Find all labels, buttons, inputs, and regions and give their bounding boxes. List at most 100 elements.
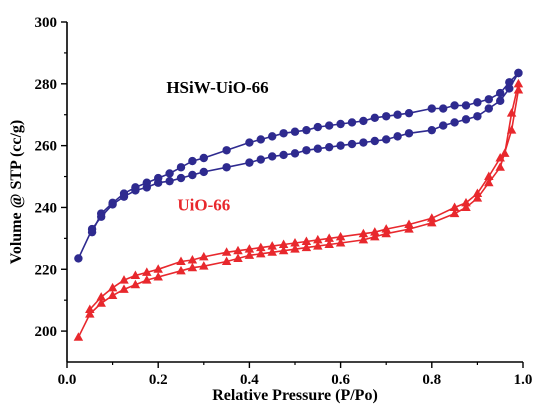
uio-66-desorption-point <box>381 224 391 233</box>
uio-66-desorption-point <box>506 108 517 117</box>
uio-66-adsorption-point <box>427 217 437 227</box>
uio-66-desorption-point <box>370 227 380 236</box>
hsiw-uio-66-adsorption-point <box>359 138 368 147</box>
uio-66-desorption-point <box>267 241 277 250</box>
hsiw-uio-66-desorption-point <box>514 68 523 78</box>
series-annotation: UiO-66 <box>177 196 230 215</box>
uio-66-adsorption-point <box>335 238 346 247</box>
hsiw-uio-66-desorption-point <box>473 98 482 107</box>
uio-66-desorption-point <box>324 233 334 242</box>
y-tick-label: 220 <box>35 262 58 278</box>
uio-66-adsorption-point <box>142 275 152 284</box>
uio-66-desorption-point <box>142 267 152 276</box>
hsiw-uio-66-adsorption-point <box>439 121 448 130</box>
uio-66-desorption-point <box>233 245 243 255</box>
uio-66-adsorption-point <box>130 279 141 289</box>
x-tick-label: 0.0 <box>58 372 77 388</box>
hsiw-uio-66-desorption-point <box>97 209 106 218</box>
uio-66-adsorption-point <box>404 224 414 233</box>
hsiw-uio-66-desorption-point <box>302 125 311 135</box>
uio-66-desorption-point <box>187 255 198 264</box>
hsiw-uio-66-adsorption-point <box>199 167 208 177</box>
hsiw-uio-66-adsorption-point <box>505 84 514 93</box>
x-tick-label: 0.2 <box>149 372 168 388</box>
y-tick-label: 280 <box>35 77 58 93</box>
hsiw-uio-66-desorption-point <box>119 189 129 198</box>
uio-66-adsorption-point <box>187 262 198 272</box>
x-axis-ticks: 0.0 0.2 0.4 0.6 0.8 1.0 <box>58 362 532 388</box>
y-tick-label: 240 <box>35 200 58 216</box>
hsiw-uio-66-adsorption-point <box>347 139 357 149</box>
uio-66-desorption-line <box>89 83 520 311</box>
hsiw-uio-66-adsorption-point <box>279 150 288 160</box>
uio-66-adsorption-point <box>472 193 483 202</box>
hsiw-uio-66-desorption-point <box>505 78 514 87</box>
uio-66-desorption-point <box>427 213 437 222</box>
y-tick-label: 300 <box>35 15 58 31</box>
hsiw-uio-66-adsorption-point <box>245 158 254 167</box>
uio-66-adsorption-point <box>324 239 334 249</box>
hsiw-uio-66-desorption-point <box>325 121 334 130</box>
hsiw-uio-66-adsorption-line <box>77 72 520 259</box>
hsiw-uio-66-desorption-point <box>370 113 379 123</box>
x-axis-title: Relative Pressure (P/Po) <box>212 387 378 404</box>
uio-66-adsorption-point <box>267 247 277 256</box>
uio-66-desorption-point <box>449 202 460 211</box>
hsiw-uio-66-adsorption-point <box>370 136 379 146</box>
uio-66-adsorption-point <box>381 228 391 238</box>
hsiw-uio-66-adsorption-point <box>222 163 231 172</box>
hsiw-uio-66-adsorption-point <box>496 96 505 106</box>
uio-66-adsorption-point <box>461 202 471 211</box>
uio-66-desorption-point <box>472 188 483 198</box>
x-tick-label: 0.8 <box>422 372 441 388</box>
hsiw-uio-66-desorption-point <box>199 153 208 163</box>
uio-66-adsorption-point <box>107 290 118 300</box>
uio-66-adsorption-point <box>153 272 163 281</box>
hsiw-uio-66-adsorption-point <box>313 144 322 153</box>
hsiw-uio-66-adsorption-point <box>176 173 186 183</box>
hsiw-uio-66-adsorption-point <box>188 170 197 180</box>
hsiw-uio-66-desorption-point <box>268 132 277 141</box>
uio-66-desorption-point <box>484 171 494 181</box>
uio-66-desorption-point <box>335 231 346 241</box>
hsiw-uio-66-desorption-point <box>427 104 436 113</box>
hsiw-uio-66-desorption-point <box>176 163 186 172</box>
hsiw-uio-66-desorption-point <box>461 101 471 110</box>
uio-66-adsorption-point <box>370 231 380 241</box>
hsiw-uio-66-desorption-point <box>393 110 402 119</box>
uio-66-adsorption-point <box>85 309 95 318</box>
hsiw-uio-66-desorption-point <box>404 108 414 118</box>
uio-66-adsorption-point <box>244 250 255 259</box>
uio-66-desorption-point <box>461 197 471 207</box>
uio-66-adsorption-line <box>77 89 520 338</box>
uio-66-adsorption-point <box>256 248 266 258</box>
series-annotation: HSiW-UiO-66 <box>166 78 268 97</box>
uio-66-desorption-point <box>256 242 266 252</box>
hsiw-uio-66-adsorption-point <box>484 104 493 113</box>
x-tick-label: 0.4 <box>240 372 259 388</box>
hsiw-uio-66-desorption-point <box>347 118 357 127</box>
uio-66-desorption-point <box>301 236 312 245</box>
y-axis-title: Volume @ STP (cc/g) <box>8 120 25 265</box>
hsiw-uio-66-adsorption-point <box>427 125 436 135</box>
hsiw-uio-66-desorption-point <box>142 178 151 187</box>
uio-66-adsorption-point <box>221 256 232 266</box>
uio-66-adsorption-point <box>176 265 186 275</box>
x-tick-label: 0.6 <box>331 372 350 388</box>
hsiw-uio-66-desorption-point <box>496 88 505 98</box>
uio-66-desorption-point <box>244 244 255 253</box>
hsiw-uio-66-desorption-point <box>188 156 197 166</box>
uio-66-adsorption-point <box>449 208 460 218</box>
uio-66-adsorption-point <box>301 242 312 252</box>
hsiw-uio-66-desorption-point <box>165 169 174 178</box>
uio-66-adsorption-point <box>278 245 289 255</box>
uio-66-desorption-point <box>290 238 300 247</box>
y-tick-label: 200 <box>35 324 58 340</box>
hsiw-uio-66-adsorption-point <box>268 152 277 161</box>
uio-66-adsorption-point <box>73 332 84 341</box>
hsiw-uio-66-desorption-point <box>87 227 97 237</box>
hsiw-uio-66-desorption-point <box>290 127 300 136</box>
hsiw-uio-66-desorption-point <box>313 122 322 132</box>
hsiw-uio-66-adsorption-point <box>461 115 471 124</box>
hsiw-uio-66-desorption-point <box>382 112 391 121</box>
